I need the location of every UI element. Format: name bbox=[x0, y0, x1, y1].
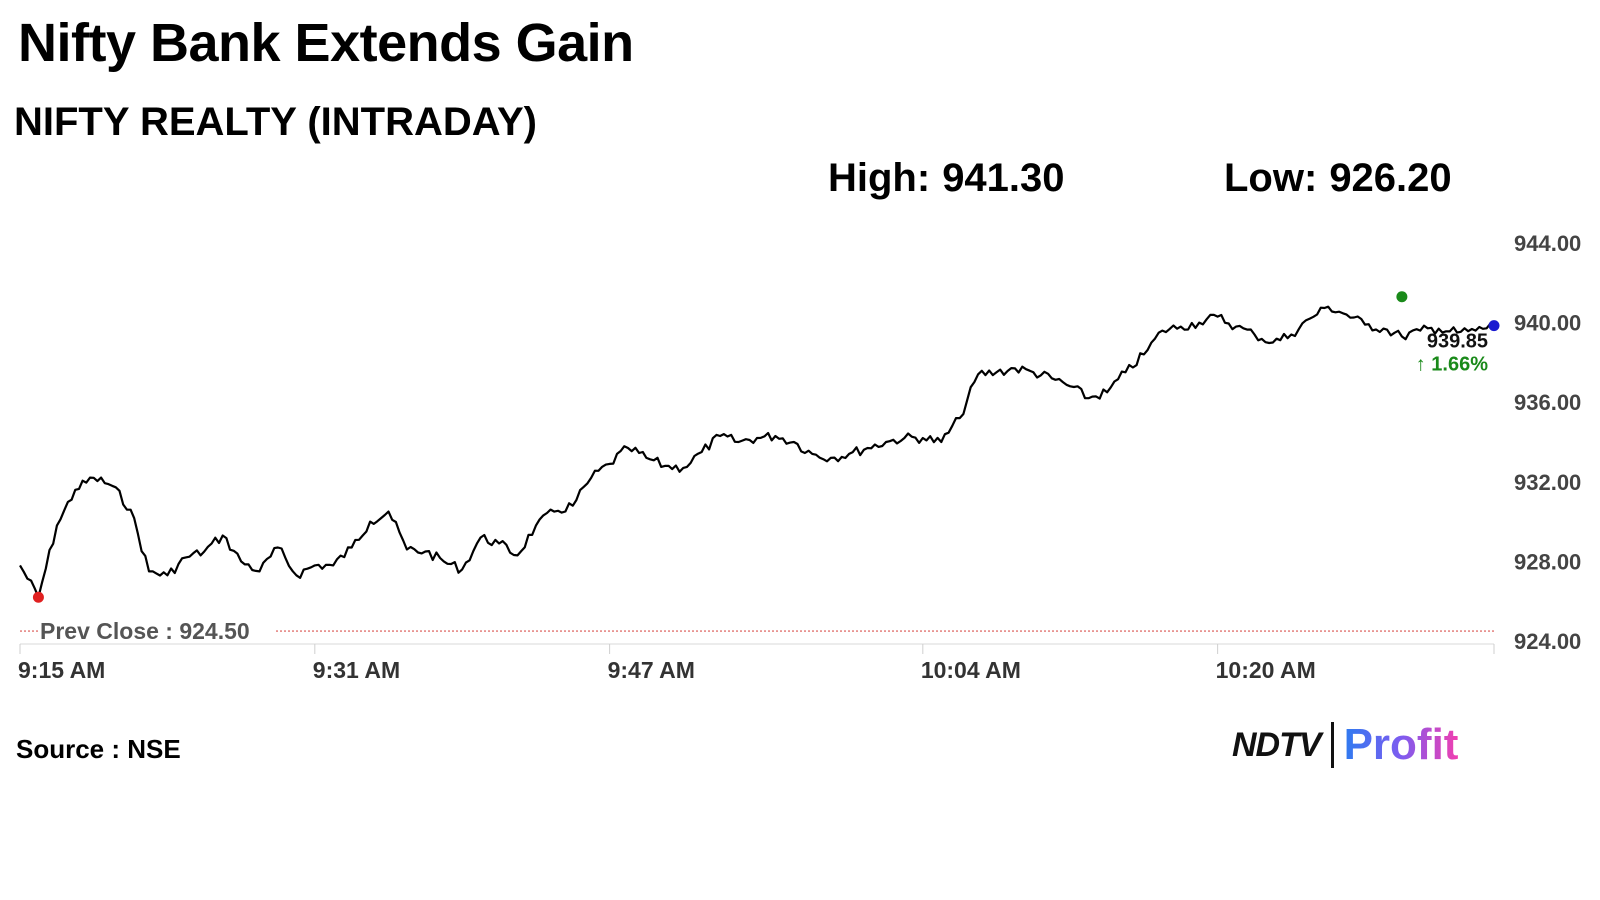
high-value: 941.30 bbox=[942, 156, 1065, 200]
headline: Nifty Bank Extends Gain bbox=[18, 13, 634, 73]
y-tick-label: 932.00 bbox=[1514, 470, 1581, 495]
change-label: ↑ 1.66% bbox=[1416, 354, 1488, 376]
x-tick-label: 9:31 AM bbox=[313, 657, 400, 683]
price-series-line bbox=[19, 305, 1495, 599]
low-marker bbox=[32, 591, 44, 603]
y-tick-label: 928.00 bbox=[1514, 549, 1581, 574]
x-tick-label: 9:15 AM bbox=[18, 657, 105, 683]
logo-ndtv-text: NDTV bbox=[1232, 725, 1322, 764]
x-tick-label: 10:04 AM bbox=[921, 657, 1021, 683]
source-note: Source : NSE bbox=[16, 734, 181, 764]
x-tick-label: 9:47 AM bbox=[608, 657, 695, 683]
logo-profit-text: Profit bbox=[1343, 720, 1459, 769]
low-stat: Low: 926.20 bbox=[1224, 156, 1452, 201]
last-value-label: 939.85 bbox=[1427, 331, 1488, 353]
prev-close-label: Prev Close : 924.50 bbox=[40, 618, 250, 644]
y-tick-label: 924.00 bbox=[1514, 629, 1581, 654]
x-tick-label: 10:20 AM bbox=[1216, 657, 1316, 683]
high-stat: High: 941.30 bbox=[828, 156, 1065, 201]
high-marker bbox=[1396, 291, 1408, 303]
y-tick-label: 936.00 bbox=[1514, 390, 1581, 415]
y-tick-label: 944.00 bbox=[1514, 231, 1581, 256]
high-label: High: bbox=[828, 156, 931, 200]
low-value: 926.20 bbox=[1329, 156, 1452, 200]
y-tick-label: 940.00 bbox=[1514, 311, 1581, 336]
last-marker bbox=[1488, 320, 1500, 332]
ndtv-profit-logo: NDTV Profit bbox=[1232, 720, 1458, 770]
logo-divider bbox=[1330, 722, 1334, 768]
low-label: Low: bbox=[1224, 156, 1318, 200]
chart-title: NIFTY REALTY (INTRADAY) bbox=[14, 100, 537, 144]
